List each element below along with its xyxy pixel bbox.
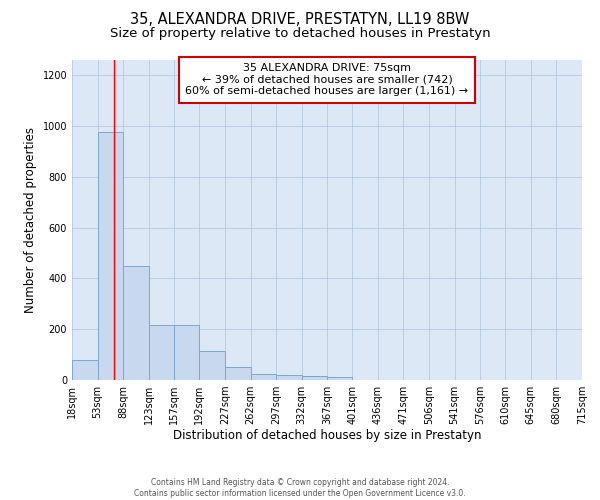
Bar (149, 326, 174, 380)
Text: Size of property relative to detached houses in Prestatyn: Size of property relative to detached ho… (110, 28, 490, 40)
Bar (199, 351, 225, 380)
Bar (174, 326, 199, 380)
Bar (72, 360, 98, 380)
Bar (302, 376, 328, 380)
Bar (328, 378, 352, 380)
Bar (276, 375, 302, 380)
Text: 35, ALEXANDRA DRIVE, PRESTATYN, LL19 8BW: 35, ALEXANDRA DRIVE, PRESTATYN, LL19 8BW (130, 12, 470, 28)
Bar (98, 132, 123, 380)
Bar (225, 368, 251, 380)
Bar (251, 374, 276, 380)
Y-axis label: Number of detached properties: Number of detached properties (24, 127, 37, 313)
Text: Contains HM Land Registry data © Crown copyright and database right 2024.
Contai: Contains HM Land Registry data © Crown c… (134, 478, 466, 498)
Bar (123, 266, 149, 380)
X-axis label: Distribution of detached houses by size in Prestatyn: Distribution of detached houses by size … (173, 428, 481, 442)
Text: 35 ALEXANDRA DRIVE: 75sqm
← 39% of detached houses are smaller (742)
60% of semi: 35 ALEXANDRA DRIVE: 75sqm ← 39% of detac… (185, 63, 469, 96)
